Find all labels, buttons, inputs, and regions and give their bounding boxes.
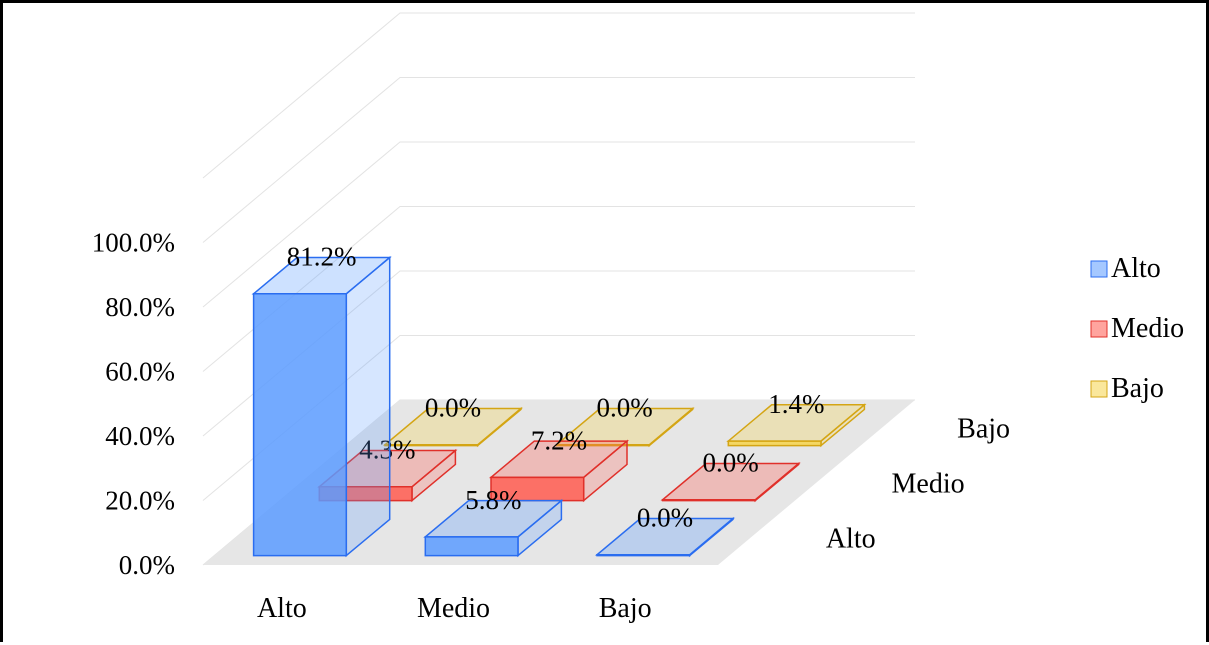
data-label: 5.8% (465, 485, 521, 515)
legend-swatch-alto (1090, 260, 1108, 278)
bar-alto-medio[interactable] (424, 536, 519, 557)
y-tick-label: 40.0% (105, 421, 175, 451)
legend-label-bajo: Bajo (1111, 373, 1164, 404)
bar-alto-alto-side[interactable] (345, 255, 391, 558)
depth-category-label: Alto (826, 524, 876, 555)
bar-alto-bajo[interactable] (596, 554, 691, 557)
depth-category-label: Medio (892, 469, 965, 500)
gridline (202, 141, 915, 308)
legend-swatch-medio (1090, 320, 1108, 338)
data-label: 81.2% (287, 242, 357, 272)
data-label: 0.0% (703, 448, 759, 478)
gridline (202, 12, 915, 179)
bar-bajo-bajo[interactable] (727, 440, 822, 447)
bar-medio-bajo[interactable] (661, 499, 757, 502)
legend-label-medio: Medio (1111, 313, 1184, 344)
legend-label-alto: Alto (1111, 253, 1161, 284)
legend-swatch-bajo (1090, 380, 1108, 398)
y-tick-label: 100.0% (92, 228, 175, 258)
data-label: 0.0% (597, 393, 653, 423)
gridline (202, 77, 915, 243)
data-label: 0.0% (425, 393, 481, 423)
x-category-label: Medio (417, 593, 490, 624)
depth-category-label: Bajo (957, 414, 1010, 445)
x-category-label: Bajo (599, 593, 652, 624)
bar-alto-alto[interactable] (252, 293, 348, 557)
data-label: 0.0% (637, 503, 693, 533)
bar-bajo-alto[interactable] (384, 444, 479, 447)
data-label: 4.3% (359, 435, 415, 465)
data-label: 7.2% (531, 425, 587, 455)
y-tick-label: 0.0% (119, 550, 175, 580)
y-tick-label: 60.0% (105, 357, 175, 387)
x-category-label: Alto (257, 593, 307, 624)
chart-3d-bar: 0.0% 20.0% 40.0% 60.0% 80.0% 100.0% Alto Medio B… (92, 12, 1184, 624)
data-label: 1.4% (768, 389, 824, 419)
bar-bajo-medio[interactable] (555, 444, 651, 447)
y-tick-label: 20.0% (105, 486, 175, 516)
y-tick-label: 80.0% (105, 292, 175, 322)
